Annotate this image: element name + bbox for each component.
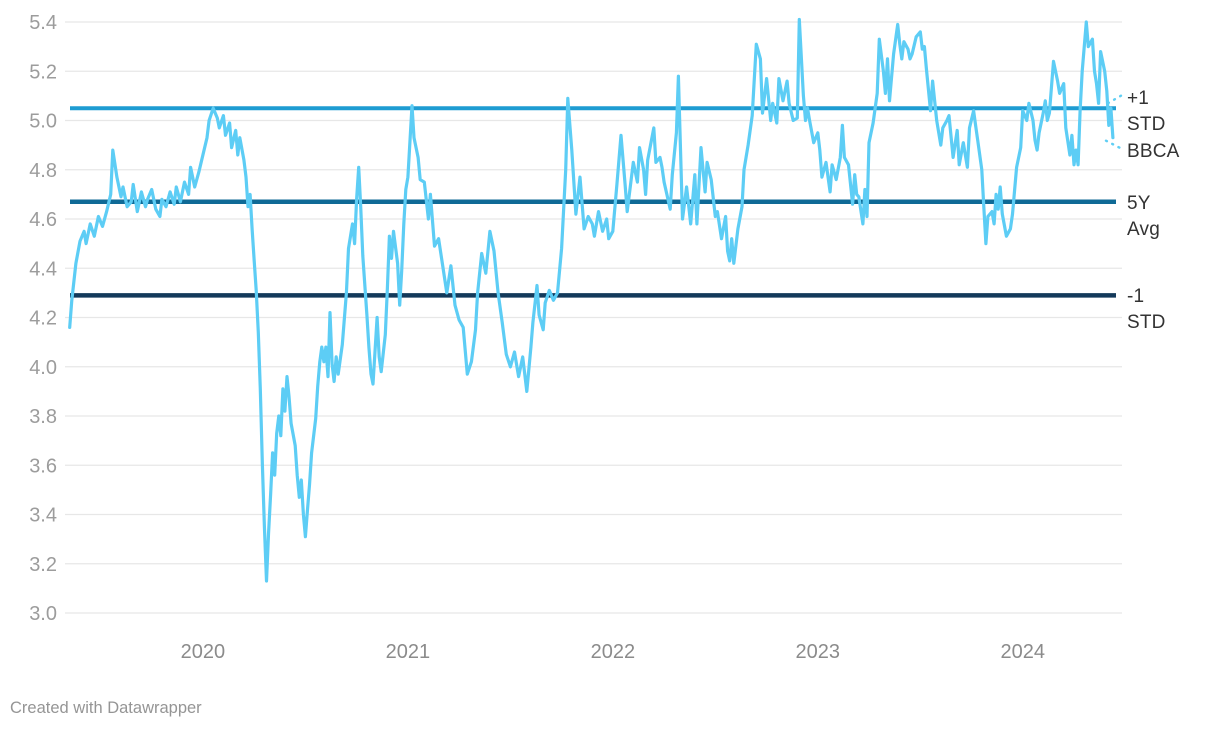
bbca-series-line: [68, 17, 1115, 583]
y-axis-tick-label: 5.4: [29, 12, 57, 34]
chart-plot-area: 3.0 3.2 3.4 3.6 3.8 4.0 4.2 4.4 4.6 4.8 5.0 5.2 5.4 2…: [29, 12, 1126, 663]
y-axis-tick-label: 3.2: [29, 554, 57, 576]
bbca-series-label: BBCA: [1127, 141, 1180, 162]
y-axis-tick-label: 4.2: [29, 308, 57, 330]
y-axis-tick-label: 4.6: [29, 209, 57, 231]
y-axis-tick-label: 4.4: [29, 258, 57, 280]
y-axis-tick-label: 3.6: [29, 455, 57, 477]
plus1-std-label-connector: [1106, 92, 1126, 105]
x-axis-tick-label: 2020: [181, 641, 226, 663]
y-axis-tick-label: 5.0: [29, 111, 57, 133]
chart-svg: 3.0 3.2 3.4 3.6 3.8 4.0 4.2 4.4 4.6 4.8 5.0 5.2 5.4 2…: [29, 12, 1126, 663]
y-axis-tick-label: 5.2: [29, 61, 57, 83]
y-axis-tick-label: 4.0: [29, 357, 57, 379]
x-axis-tick-label: 2021: [386, 641, 431, 663]
five-year-avg-line-label: 5Y Avg: [1127, 193, 1160, 240]
y-axis-tick-label: 3.0: [29, 603, 57, 625]
x-axis-tick-label: 2024: [1000, 641, 1045, 663]
minus1-std-line-label: -1 STD: [1127, 286, 1166, 333]
y-axis-tick-label: 3.8: [29, 406, 57, 428]
datawrapper-credit: Created with Datawrapper: [10, 699, 202, 717]
y-axis-tick-label: 4.8: [29, 160, 57, 182]
plus1-std-line-label: +1 STD: [1127, 88, 1166, 135]
y-axis-tick-label: 3.4: [29, 505, 57, 527]
bbca-label-connector: [1104, 139, 1126, 152]
x-axis-tick-label: 2022: [591, 641, 636, 663]
x-axis-tick-label: 2023: [796, 641, 841, 663]
